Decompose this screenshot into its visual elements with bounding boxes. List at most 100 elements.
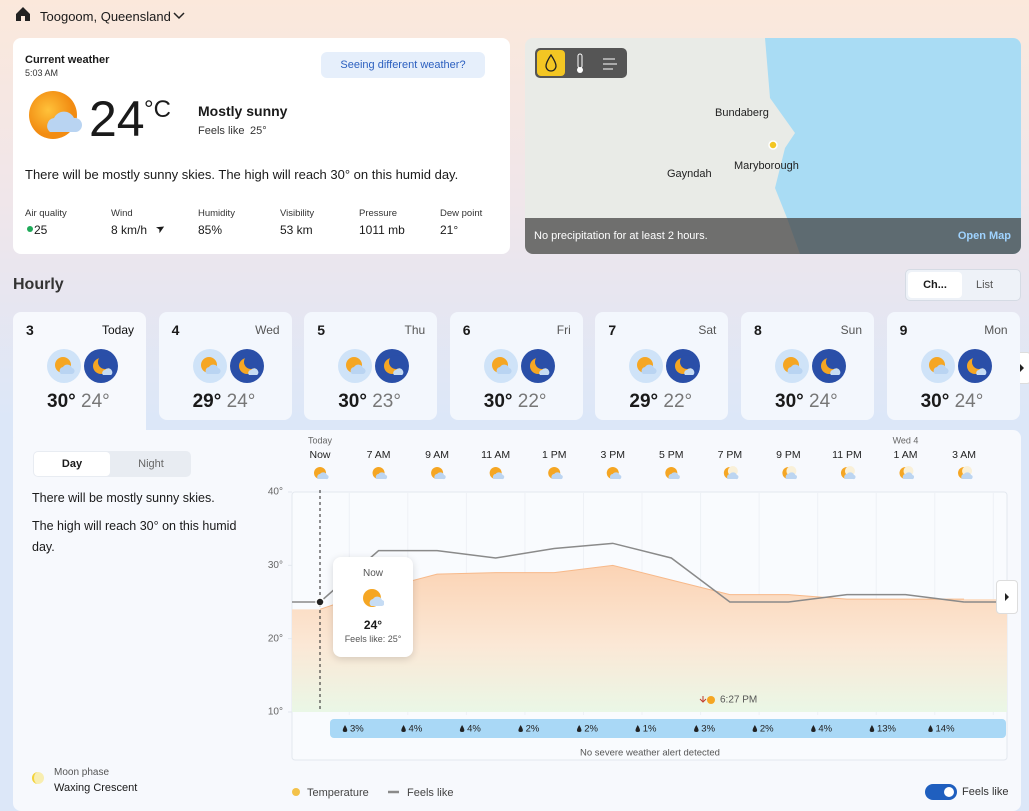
tooltip-temperature: 24° xyxy=(363,618,383,632)
sunset-icon xyxy=(699,696,707,703)
temperature-area xyxy=(292,565,1007,712)
x-tick-label: 7 PM xyxy=(718,449,743,461)
day-low: 24° xyxy=(81,391,110,412)
day-card[interactable]: 7 Sat 29° 22° xyxy=(595,312,729,420)
day-number: 4 xyxy=(171,322,180,338)
list-view[interactable]: List xyxy=(976,272,993,298)
x-tick-label: 9 PM xyxy=(776,449,801,461)
day-low: 22° xyxy=(517,391,547,412)
drop xyxy=(694,725,699,732)
hourly-summary: The high will reach 30° on this humid da… xyxy=(32,519,237,554)
y-tick-label: 40° xyxy=(268,487,283,498)
temperature-line xyxy=(319,564,965,610)
day-icons xyxy=(337,348,417,389)
legend-label: Temperature xyxy=(307,787,369,799)
day-card[interactable]: 3 Today 30° 24° xyxy=(13,312,146,437)
icon-cloud xyxy=(961,472,973,480)
drop xyxy=(635,725,640,732)
day-number: 5 xyxy=(317,322,325,338)
day-high: 30° xyxy=(775,391,804,412)
tooltip: Now 24° Feels like: 25° xyxy=(333,557,413,657)
x-tick-label: 5 PM xyxy=(659,449,684,461)
tooltip-icon xyxy=(363,589,384,607)
day-name: Today xyxy=(101,323,134,337)
precip-label: 2% xyxy=(584,724,598,735)
x-tick-label: 1 AM xyxy=(894,449,918,461)
day-icons xyxy=(483,348,563,389)
moon-label: Moon phase xyxy=(54,767,110,778)
condition: Mostly sunny xyxy=(198,103,288,119)
tab-label: Night xyxy=(138,458,164,470)
x-tick-label: 3 AM xyxy=(952,449,976,461)
tab-label: Day xyxy=(61,458,83,470)
current-card: Current weather 5:03 AM Seeing different… xyxy=(13,38,510,254)
day-low: 24° xyxy=(954,391,984,412)
day-high: 30° xyxy=(920,391,950,412)
location[interactable]: Toogoom, Queensland xyxy=(40,9,171,24)
view-label: Ch... xyxy=(923,279,947,291)
feedback-button[interactable]: Seeing different weather? xyxy=(321,52,485,78)
chart-view[interactable]: Ch... xyxy=(908,272,962,298)
drop xyxy=(342,725,348,732)
hour-icon xyxy=(958,466,973,480)
precip-label: 13% xyxy=(877,724,897,735)
day-icons xyxy=(920,348,1000,389)
icon-cloud xyxy=(609,472,622,480)
drop xyxy=(518,725,523,732)
day-low: 24° xyxy=(809,391,838,412)
legend-temp xyxy=(292,788,300,796)
day-card[interactable]: 5 Thu 30° 23° xyxy=(304,312,438,420)
feels-like-toggle[interactable] xyxy=(925,784,957,800)
day-number: 9 xyxy=(899,322,908,338)
precip-label: 3% xyxy=(350,724,364,735)
icon-cloud xyxy=(902,472,915,480)
metric-value: 21° xyxy=(440,223,459,237)
feels-like: 25° xyxy=(250,125,267,137)
day-icons xyxy=(46,348,126,389)
icon-cloud xyxy=(375,472,388,480)
place-label: Bundaberg xyxy=(715,107,769,119)
drop xyxy=(811,725,816,732)
y-tick-label: 20° xyxy=(268,633,283,644)
day-name: Fri xyxy=(556,323,571,337)
drop xyxy=(459,725,465,732)
date-label: Wed 4 xyxy=(893,435,919,445)
day-card[interactable]: 9 Mon 30° 24° xyxy=(886,312,1020,420)
home-icon[interactable] xyxy=(14,6,32,22)
tab[interactable]: Night xyxy=(112,452,190,476)
hour-icon xyxy=(899,466,915,480)
chevron[interactable] xyxy=(173,11,185,21)
map[interactable]: No precipitation for at least 2 hours. O… xyxy=(525,38,1021,254)
day-number: 3 xyxy=(26,322,34,338)
hour-icon xyxy=(665,467,680,480)
tab[interactable]: Day xyxy=(34,452,110,476)
chart-next[interactable] xyxy=(996,580,1018,614)
hour-icon xyxy=(723,466,739,480)
map-shapes xyxy=(525,38,1021,254)
x-tick-label: 7 AM xyxy=(367,449,391,461)
view-label: List xyxy=(976,279,994,291)
temperature: 24 xyxy=(89,91,145,147)
x-tick-label: Now xyxy=(309,449,330,461)
day-low: 24° xyxy=(226,391,256,412)
day-name: Mon xyxy=(984,323,1008,337)
precip-label: 4% xyxy=(467,724,481,735)
icon-cloud xyxy=(785,472,797,480)
day-card[interactable]: 6 Fri 30° 22° xyxy=(449,312,583,420)
legend-label: Feels like xyxy=(407,787,453,799)
drop xyxy=(869,725,875,732)
sunset-time: 6:27 PM xyxy=(720,695,757,706)
card-title: Current weather xyxy=(25,54,110,66)
open-map-link[interactable]: Open Map xyxy=(957,230,1011,242)
unit: °C xyxy=(144,96,171,123)
moon-phase: Waxing Crescent xyxy=(54,782,138,794)
place-label: Maryborough xyxy=(734,160,799,172)
day-card[interactable]: 4 Wed 29° 24° xyxy=(158,312,292,420)
day-card[interactable]: 8 Sun 30° 24° xyxy=(741,312,874,420)
icon-cloud xyxy=(492,472,505,480)
x-tick-label: 3 PM xyxy=(600,449,625,461)
tooltip-feels: Feels like: 25° xyxy=(344,634,402,644)
metric-label: Pressure xyxy=(359,208,398,219)
view-toggle: Ch... List xyxy=(905,269,1021,301)
precip-bar xyxy=(330,719,1006,738)
